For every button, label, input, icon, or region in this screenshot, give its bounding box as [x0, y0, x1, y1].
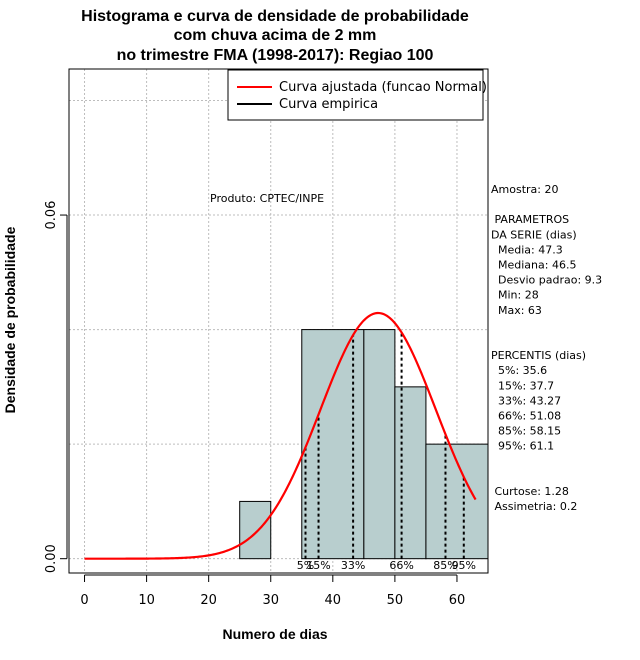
stats-line: 5%: 35.6 — [491, 364, 547, 377]
stats-line: PARAMETROS — [491, 213, 569, 226]
stats-line: Max: 63 — [491, 304, 542, 317]
histogram-bar-3 — [363, 329, 396, 560]
x-tick-label: 20 — [200, 593, 217, 608]
stats-line: PERCENTIS (dias) — [491, 349, 586, 362]
x-tick-label: 10 — [138, 593, 155, 608]
histogram-bar-0 — [239, 500, 272, 560]
percentile-label-15%: 15% — [306, 559, 330, 572]
y-axis-label: Densidade de probabilidade — [2, 226, 18, 413]
grid-lines — [69, 69, 488, 573]
percentile-lines — [304, 332, 465, 559]
stats-line: Min: 28 — [491, 289, 539, 302]
histogram-bars — [239, 329, 489, 560]
x-tick-label: 0 — [80, 593, 88, 608]
x-tick-label: 50 — [387, 593, 404, 608]
chart-title-line-2: com chuva acima de 2 mm — [174, 27, 377, 44]
y-axis: 0.00 0.06 — [44, 201, 68, 573]
percentile-label-85%: 85% — [433, 559, 457, 572]
legend-label-fit: Curva ajustada (funcao Normal) — [279, 80, 487, 95]
normal-curve — [84, 311, 477, 560]
x-axis-label: Numero de dias — [222, 626, 327, 642]
stats-line: 85%: 58.15 — [491, 425, 561, 438]
stats-panel: Amostra: 20 PARAMETROS DA SERIE (dias) Me… — [491, 183, 602, 513]
x-axis: 0 10 20 30 40 50 60 — [80, 574, 466, 608]
percentile-label-5%: 5% — [297, 559, 314, 572]
stats-line: 66%: 51.08 — [491, 410, 561, 423]
histogram-bar-4 — [394, 386, 427, 560]
percentile-labels: 5%15% 33% 66% 85%95% — [297, 559, 476, 572]
y-tick-label: 0.00 — [44, 544, 59, 573]
histogram-bar-2 — [301, 329, 365, 560]
y-tick-label: 0.06 — [44, 201, 59, 230]
stats-line: 95%: 61.1 — [491, 440, 554, 453]
stats-line: Media: 47.3 — [491, 243, 563, 256]
legend-box — [227, 69, 484, 121]
plot-frame — [68, 68, 489, 574]
stats-line: DA SERIE (dias) — [491, 228, 577, 241]
chart-title-line-1: Histograma e curva de densidade de proba… — [81, 8, 469, 25]
x-tick-label: 30 — [262, 593, 279, 608]
chart-title-line-3: no trimestre FMA (1998-2017): Regiao 100 — [117, 47, 434, 64]
stats-line: 15%: 37.7 — [491, 379, 554, 392]
stats-line: Desvio padrao: 9.3 — [491, 274, 602, 287]
normal-fit-curve — [84, 311, 477, 560]
percentile-label-33%: 33% — [341, 559, 365, 572]
legend-label-empirical: Curva empirica — [279, 97, 378, 112]
stats-line: Curtose: 1.28 — [491, 485, 569, 498]
legend: Curva ajustada (funcao Normal) Curva emp… — [227, 69, 487, 121]
x-tick-label: 40 — [325, 593, 342, 608]
percentile-label-66%: 66% — [389, 559, 413, 572]
producer-annotation: Produto: CPTEC/INPE — [210, 192, 324, 205]
stats-line: Mediana: 46.5 — [491, 259, 576, 272]
stats-line: 33%: 43.27 — [491, 394, 561, 407]
x-tick-label: 60 — [449, 593, 466, 608]
percentile-label-95%: 95% — [452, 559, 476, 572]
stats-line: Assimetria: 0.2 — [491, 500, 577, 513]
stats-line: Amostra: 20 — [491, 183, 558, 196]
